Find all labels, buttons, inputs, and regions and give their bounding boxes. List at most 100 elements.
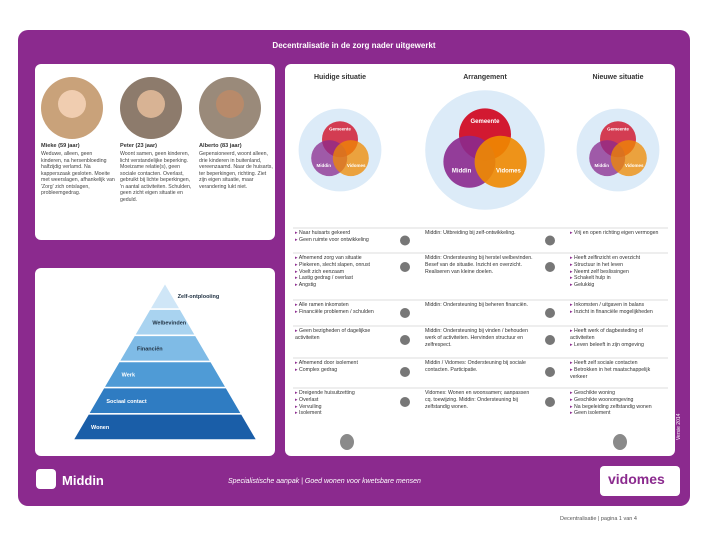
- person-name: Peter (23 jaar): [120, 143, 158, 149]
- logo-left: Middin: [62, 473, 104, 488]
- bullet: Geen ruimte voor ontwikkeling: [295, 237, 395, 244]
- row-icon: [545, 235, 555, 246]
- bullet: Isolement: [295, 410, 395, 417]
- venn-label: Gemeente: [329, 127, 351, 132]
- venn-label: Middin: [452, 169, 472, 175]
- venn-label: Vidomes: [347, 163, 366, 168]
- row-icon: [400, 367, 410, 377]
- money-bag: [613, 434, 627, 450]
- pyramid-level: [148, 281, 182, 310]
- pyramid-label: Financiën: [137, 346, 163, 352]
- row-icon: [400, 308, 410, 318]
- bullet: Dreigende huisuitzetting: [295, 390, 395, 397]
- cell-arrangement: Middin: Ondersteuning bij beheren financ…: [425, 302, 528, 308]
- row-icon: [545, 397, 555, 407]
- cell-new: Heeft werk of dagbesteding of activiteit…: [570, 328, 668, 348]
- logo-right: vidomes: [608, 471, 665, 487]
- pyramid-label: Wonen: [91, 425, 110, 431]
- side-note: Versie 2014: [676, 413, 682, 440]
- pyramid-label: Welbevinden: [152, 320, 186, 326]
- person-text: Woont samen, geen kinderen, licht versta…: [120, 151, 192, 203]
- row-icon: [545, 308, 555, 318]
- bullet: Vervuiling: [295, 404, 395, 411]
- photo-face: [137, 90, 165, 118]
- bullet: Heeft zelf sociale contacten: [570, 360, 668, 367]
- cell-new: Heeft zelfinzicht en overzichtStructuur …: [570, 255, 668, 289]
- cell-current: Geen bezigheden of dagelijkse activiteit…: [295, 328, 395, 342]
- row-icon: [400, 262, 410, 272]
- row-icon: [545, 335, 555, 345]
- pyramid-label: Sociaal contact: [106, 399, 147, 405]
- venn-label: Middin: [317, 163, 332, 168]
- person-text: Weduwe, alleen, geen kinderen, na hersen…: [41, 151, 115, 196]
- row-icon: [400, 397, 410, 407]
- bullet: Neemt zelf beslissingen: [570, 269, 668, 276]
- row-icon: [545, 262, 555, 272]
- bullet: Leven beleeft in zijn omgeving: [570, 342, 668, 349]
- pyramid-label: Zelf-ontplooiing: [178, 294, 220, 300]
- venn-label: Gemeente: [470, 119, 500, 125]
- bullet: Geschikte woonomgeving: [570, 397, 668, 404]
- cell-current: Naar huisarts gekeerdGeen ruimte voor on…: [295, 230, 395, 244]
- bullet: Alle ramen inkomsten: [295, 302, 395, 309]
- venn-label: Gemeente: [607, 127, 629, 132]
- bullet: Naar huisarts gekeerd: [295, 230, 395, 237]
- cell-new: Inkomsten / uitgaven in balansInzicht in…: [570, 302, 668, 316]
- person-text: Gepensioneerd, woont alleen, drie kinder…: [199, 151, 273, 190]
- bullet: Voelt zich eenzaam: [295, 269, 395, 276]
- bullet: Na begeleiding zelfstandig wonen: [570, 404, 668, 411]
- person-name: Mieke (59 jaar): [41, 143, 80, 149]
- bullet: Piekeren, slecht slapen, onrust: [295, 262, 395, 269]
- pyramid-label: Werk: [122, 373, 136, 379]
- cell-arrangement: Middin / Vidomes: Ondersteuning bij soci…: [425, 360, 526, 373]
- page-note: Decentralisatie | pagina 1 van 4: [560, 516, 637, 522]
- bullet: Financiële problemen / schulden: [295, 309, 395, 316]
- cell-arrangement: Middin: Ondersteuning bij vinden / behou…: [425, 328, 528, 348]
- row-icon: [545, 367, 555, 377]
- bullet: Heeft zelfinzicht en overzicht: [570, 255, 668, 262]
- venn-label: Vidomes: [496, 169, 522, 175]
- logo-mark: [36, 469, 56, 489]
- bullet: Afnemend door isolement: [295, 360, 395, 367]
- column-heading: Arrangement: [463, 74, 507, 81]
- bullet: Structuur in het leven: [570, 262, 668, 269]
- cell-arrangement: Vidomes: Wonen en woonsamen; aanpassen c…: [425, 390, 530, 410]
- cell-new: Heeft zelf sociale contactenBetrokken in…: [570, 360, 668, 380]
- cell-current: Afnemend zorg van situatiePiekeren, slec…: [295, 255, 395, 289]
- bullet: Angstig: [295, 282, 395, 289]
- bullet: Vrij en open richting eigen vermogen: [570, 230, 668, 237]
- row-icon: [400, 335, 410, 345]
- bullet: Gelukkig: [570, 282, 668, 289]
- venn-circle: [332, 140, 369, 177]
- column-heading: Nieuwe situatie: [592, 74, 644, 81]
- bullet: Inkomsten / uitgaven in balans: [570, 302, 668, 309]
- bullet: Geen bezigheden of dagelijkse activiteit…: [295, 328, 395, 342]
- cell-new: Vrij en open richting eigen vermogen: [570, 230, 668, 237]
- bullet: Schakelt hulp in: [570, 275, 668, 282]
- person-name: Alberto (83 jaar): [199, 143, 242, 149]
- bullet: Inzicht in financiële mogelijkheden: [570, 309, 668, 316]
- bullet: Geschikte woning: [570, 390, 668, 397]
- bullet: Lastig gedrag / overlast: [295, 275, 395, 282]
- cell-arrangement: Middin: Ondersteuning bij herstel welbev…: [425, 255, 533, 275]
- cell-arrangement: Middin: Uitbreiding bij zelf-ontwikkelin…: [425, 230, 516, 236]
- venn-label: Vidomes: [625, 163, 644, 168]
- photo-face: [216, 90, 244, 118]
- pyramid-level: [71, 413, 259, 441]
- venn-circle: [610, 140, 647, 177]
- bullet: Overlast: [295, 397, 395, 404]
- bullet: Afnemend zorg van situatie: [295, 255, 395, 262]
- venn-circle: [474, 135, 527, 188]
- cell-new: Geschikte woningGeschikte woonomgevingNa…: [570, 390, 668, 417]
- cell-current: Dreigende huisuitzettingOverlastVervuili…: [295, 390, 395, 417]
- cell-current: Alle ramen inkomstenFinanciële problemen…: [295, 302, 395, 316]
- row-icon: [400, 235, 410, 246]
- cell-current: Afnemend door isolementComplex gedrag: [295, 360, 395, 374]
- title: Decentralisatie in de zorg nader uitgewe…: [272, 41, 436, 50]
- photo-face: [58, 90, 86, 118]
- pyramid-level: [117, 334, 213, 363]
- tagline: Specialistische aanpak | Goed wonen voor…: [228, 478, 421, 485]
- bullet: Complex gedrag: [295, 367, 395, 374]
- money-bag: [340, 434, 354, 450]
